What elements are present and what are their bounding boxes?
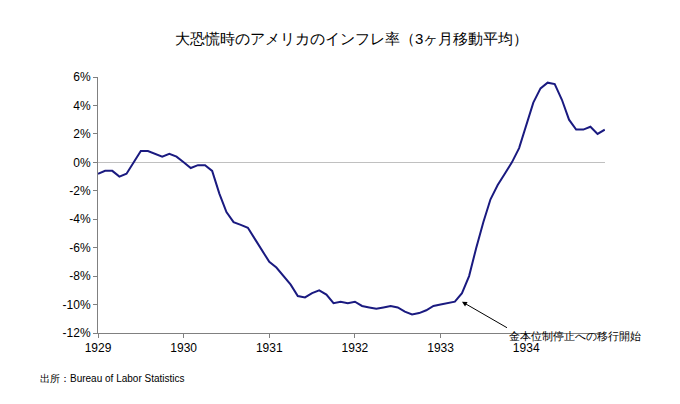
svg-text:4%: 4% <box>73 99 91 113</box>
svg-text:-10%: -10% <box>63 298 91 312</box>
svg-text:-8%: -8% <box>69 269 91 283</box>
svg-text:1929: 1929 <box>85 341 112 355</box>
svg-text:1931: 1931 <box>256 341 283 355</box>
svg-text:1932: 1932 <box>342 341 369 355</box>
svg-text:6%: 6% <box>73 70 91 84</box>
svg-text:出所：Bureau of Labor Statistics: 出所：Bureau of Labor Statistics <box>40 373 185 384</box>
svg-text:1934: 1934 <box>513 341 540 355</box>
svg-text:0%: 0% <box>73 156 91 170</box>
svg-text:金本位制停止への移行開始: 金本位制停止への移行開始 <box>509 330 641 342</box>
svg-text:大恐慌時のアメリカのインフレ率（3ヶ月移動平均）: 大恐慌時のアメリカのインフレ率（3ヶ月移動平均） <box>175 30 528 47</box>
svg-text:-2%: -2% <box>69 184 91 198</box>
svg-text:1930: 1930 <box>170 341 197 355</box>
svg-text:2%: 2% <box>73 127 91 141</box>
svg-text:-12%: -12% <box>63 326 91 340</box>
svg-text:1933: 1933 <box>427 341 454 355</box>
svg-text:-6%: -6% <box>69 241 91 255</box>
svg-text:-4%: -4% <box>69 212 91 226</box>
